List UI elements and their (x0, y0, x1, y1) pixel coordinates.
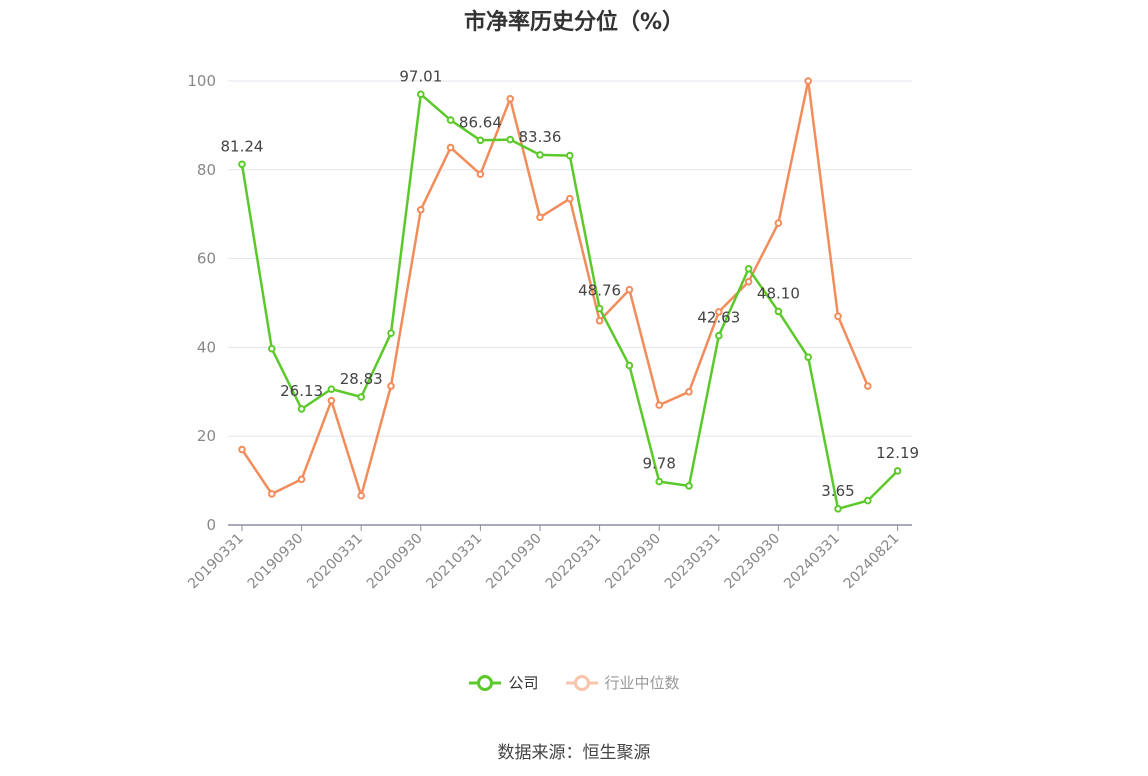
data-label: 9.78 (642, 455, 675, 473)
data-label: 81.24 (221, 137, 264, 155)
industry-median-point (625, 285, 634, 294)
company-point (297, 405, 306, 413)
industry-median-point (417, 205, 425, 214)
x-tick-label: 20220930 (602, 531, 664, 593)
x-tick-label: 20230930 (722, 531, 784, 593)
company-point (774, 307, 783, 316)
legend-company-icon (469, 674, 502, 691)
industry-median-point (744, 277, 753, 286)
y-tick-label: 80 (197, 161, 216, 179)
data-label: 42.63 (697, 309, 740, 327)
company-point (536, 151, 544, 159)
x-tick-label: 20240821 (841, 531, 903, 593)
y-tick-label: 20 (197, 427, 216, 445)
x-tick-label: 20230331 (662, 531, 724, 593)
legend-company-label: 公司 (508, 674, 539, 692)
axis-layer: 0 20 40 60 80 100 2019033120190930202003312020… (185, 72, 912, 592)
industry-median-point (804, 77, 813, 85)
x-tick-label: 20210930 (483, 531, 545, 593)
company-point (864, 496, 872, 505)
data-label: 97.01 (399, 67, 442, 85)
industry-median-point (655, 401, 664, 409)
industry-median-point (834, 312, 842, 321)
company-point (268, 344, 276, 353)
company-point (715, 331, 723, 340)
data-label-layer: 81.24 26.13 28.83 97.01 86.64 83.36 48.76 9.78 4… (221, 67, 920, 500)
company-point (893, 467, 902, 475)
data-label: 83.36 (519, 128, 562, 146)
industry-median-point (595, 316, 604, 325)
industry-median-point (476, 170, 485, 179)
x-tick-label: 20240331 (781, 531, 843, 593)
grid-layer (228, 80, 912, 437)
data-label: 86.64 (459, 113, 502, 131)
legend-item-industry-median[interactable]: 行业中位数 (565, 672, 680, 693)
industry-median-point (566, 194, 574, 203)
company-point (744, 265, 753, 273)
data-label: 28.83 (340, 370, 383, 388)
x-tick-label: 20190331 (185, 531, 247, 593)
y-tick-label: 0 (206, 516, 216, 534)
industry-median-point (506, 94, 515, 103)
company-point (417, 90, 425, 99)
data-label: 3.65 (821, 482, 854, 500)
industry-median-point (387, 382, 395, 390)
company-point (387, 329, 395, 337)
company-point (357, 393, 366, 401)
industry-median-point (864, 382, 872, 390)
company-point (625, 361, 634, 370)
legend: 公司 行业中位数 (0, 672, 1148, 693)
company-point (506, 135, 515, 144)
legend-item-company[interactable]: 公司 (468, 672, 539, 693)
y-tick-label: 100 (187, 72, 216, 90)
x-tick-label: 20190930 (245, 531, 307, 593)
company-point (327, 385, 336, 393)
data-label: 26.13 (280, 382, 323, 400)
company-point (476, 136, 485, 145)
source-note: 数据来源：恒生聚源 (497, 743, 651, 763)
industry-median-point (327, 396, 336, 405)
y-tick-label: 40 (197, 338, 216, 356)
industry-median-series-line (240, 79, 869, 497)
industry-median-point (685, 388, 693, 396)
company-point (566, 151, 574, 160)
company-point (238, 160, 246, 169)
industry-median-point (238, 445, 246, 454)
industry-median-point (297, 475, 306, 484)
company-point (834, 504, 842, 513)
industry-median-point (715, 308, 723, 316)
industry-median-point (446, 143, 455, 152)
industry-median-point (774, 219, 783, 227)
legend-industry-icon (565, 674, 598, 691)
chart-title: 市净率历史分位（%） (463, 10, 685, 35)
company-point (685, 482, 693, 490)
x-tick-label: 20220331 (543, 531, 605, 593)
industry-median-point (536, 213, 544, 222)
data-label: 12.19 (876, 444, 919, 462)
data-label: 48.10 (757, 284, 800, 302)
y-tick-label: 60 (197, 250, 216, 268)
industry-median-point (357, 491, 366, 500)
series-layer (238, 77, 902, 513)
x-tick-label: 20200331 (304, 531, 366, 593)
company-point (804, 353, 813, 361)
legend-industry-label: 行业中位数 (604, 674, 680, 692)
data-label: 48.76 (578, 282, 621, 300)
industry-median-point (268, 490, 276, 498)
x-tick-label: 20200930 (364, 531, 426, 593)
company-point (446, 116, 455, 124)
company-point (655, 477, 664, 486)
x-tick-label: 20210331 (424, 531, 486, 593)
company-point (595, 304, 604, 313)
